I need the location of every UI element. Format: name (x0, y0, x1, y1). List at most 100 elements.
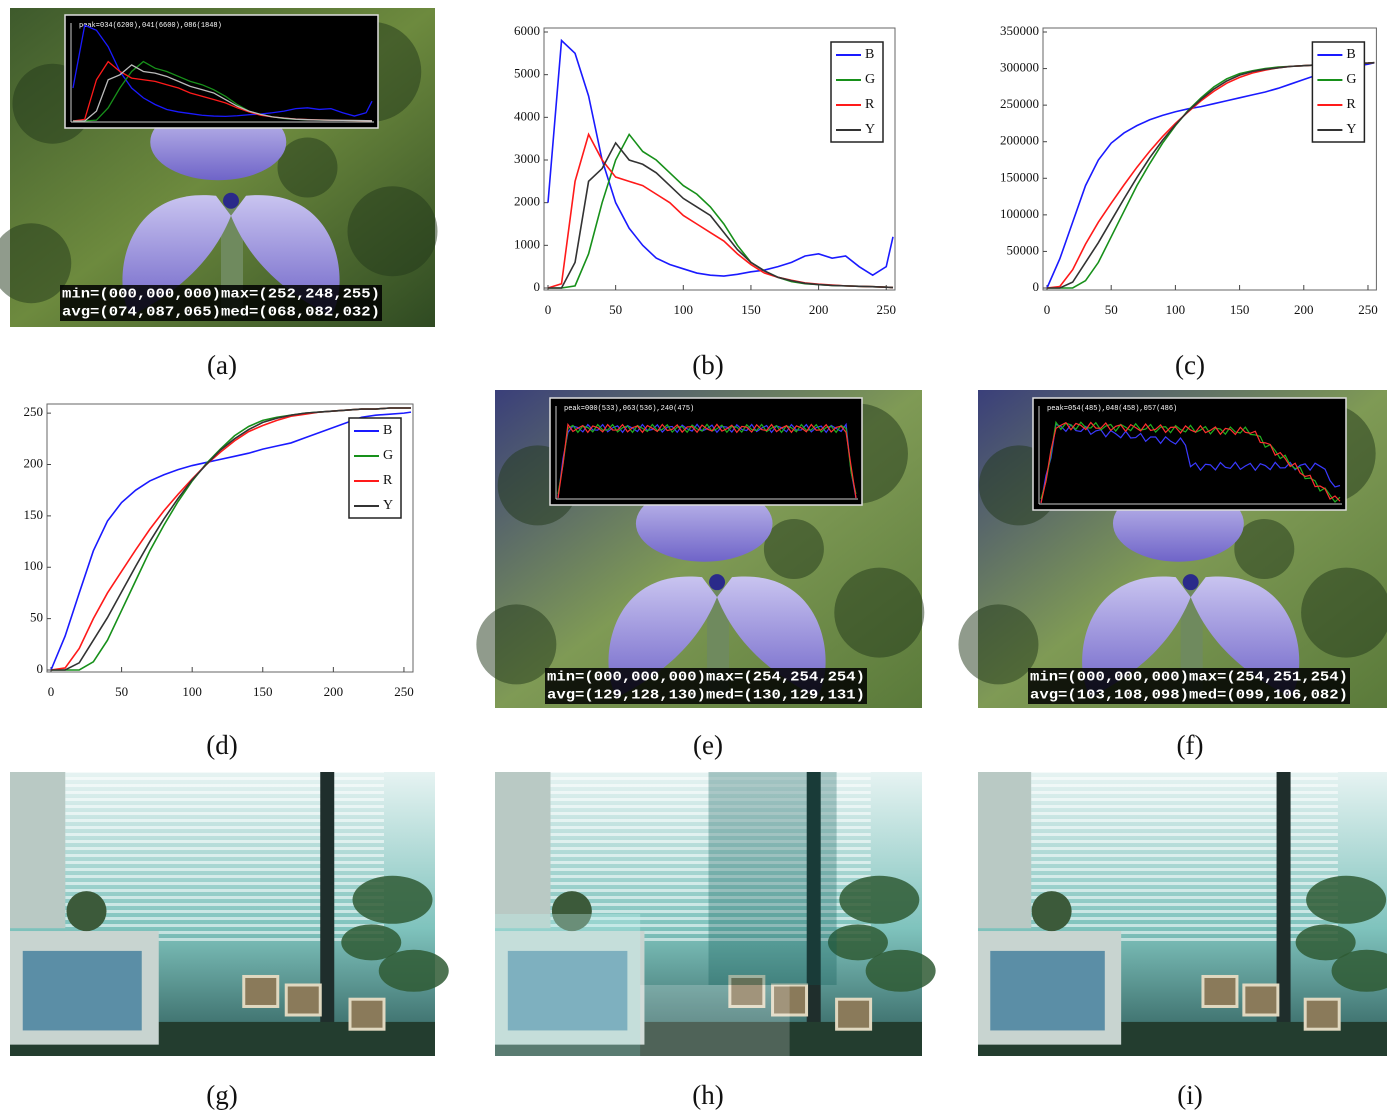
y-tick-label: 50000 (1007, 242, 1040, 257)
photo (978, 772, 1387, 1056)
overlay-peak: peak=054(485),048(458),057(486) (1047, 405, 1177, 413)
histogram-overlay (1032, 397, 1347, 511)
blinds (65, 772, 384, 943)
y-tick-label: 100 (24, 558, 44, 573)
foliage (1301, 567, 1387, 658)
y-tick-label: 100000 (1000, 206, 1039, 221)
overlay-decoration (1040, 421, 1341, 504)
foliage (1234, 519, 1295, 579)
legend-label: B (865, 47, 874, 62)
foliage (0, 223, 72, 304)
y-tick-label: 6000 (514, 23, 540, 38)
flower-center (223, 192, 239, 209)
x-tick-label: 0 (1044, 302, 1051, 317)
x-tick-label: 200 (324, 684, 344, 699)
series-line (51, 407, 411, 671)
x-tick-label: 250 (1358, 302, 1378, 317)
series-line (547, 38, 894, 277)
photo-frame (1303, 997, 1341, 1031)
overlay-decoration (1040, 420, 1341, 503)
overlay-min-max: min=(000,000,000)max=(252,248,255) (62, 287, 380, 303)
overlay-avg-med: avg=(103,108,098)med=(099,106,082) (1030, 688, 1348, 704)
x-tick-label: 150 (1230, 302, 1250, 317)
y-tick-label: 5000 (514, 66, 540, 81)
blinds (1031, 772, 1338, 943)
screen (22, 950, 142, 1031)
wall (10, 772, 66, 929)
photo-frame (284, 983, 322, 1017)
legend-label: G (1346, 72, 1356, 87)
y-tick-label: 0 (37, 661, 44, 676)
legend-label: B (383, 423, 392, 438)
photo-frame (771, 983, 809, 1017)
panel-caption: (i) (1177, 1080, 1202, 1110)
block-artifact (640, 985, 790, 1056)
overlay-histogram-line (73, 64, 373, 122)
head (551, 891, 592, 932)
wall (495, 772, 551, 929)
wall (978, 772, 1032, 929)
head (1031, 891, 1072, 932)
overlay-decoration (557, 423, 857, 495)
plant (1331, 949, 1387, 992)
y-tick-label: 250 (24, 404, 44, 419)
flower-center (709, 574, 726, 591)
plant (352, 875, 433, 924)
plant (839, 875, 920, 924)
overlay-min-max: min=(000,000,000)max=(254,254,254) (547, 670, 865, 686)
y-tick-label: 350000 (1000, 23, 1039, 38)
foliage (834, 567, 925, 658)
x-tick-label: 100 (182, 684, 202, 699)
legend-label: R (865, 97, 875, 112)
foliage (476, 604, 557, 685)
panel-caption: (a) (207, 350, 237, 380)
foliage (277, 137, 338, 198)
panel-caption: (d) (206, 730, 237, 760)
foliage (958, 604, 1039, 685)
x-tick-label: 200 (809, 302, 829, 317)
stats-box (1028, 668, 1350, 704)
petal (608, 576, 718, 698)
y-tick-label: 300000 (1000, 60, 1039, 75)
x-tick-label: 50 (1105, 302, 1118, 317)
photo-frame (242, 974, 280, 1008)
overlay-decoration (557, 422, 857, 499)
photo (10, 772, 449, 1056)
legend-label: R (1346, 97, 1356, 112)
panel-caption: (h) (692, 1080, 723, 1110)
y-tick-label: 50 (30, 610, 43, 625)
y-tick-label: 200 (24, 455, 44, 470)
histogram-overlay (549, 397, 863, 506)
stats-box (60, 285, 382, 321)
series-line (548, 141, 894, 289)
screen (507, 950, 628, 1031)
petal (1190, 576, 1300, 698)
x-tick-label: 0 (48, 684, 55, 699)
overlay-avg-med: avg=(074,087,065)med=(068,082,032) (62, 305, 380, 321)
stats-box (545, 668, 867, 704)
y-tick-label: 0 (534, 279, 541, 294)
y-tick-label: 0 (1033, 279, 1040, 294)
legend-box (348, 417, 402, 519)
legend-label: B (1346, 47, 1355, 62)
plant (378, 949, 449, 992)
y-tick-label: 4000 (514, 108, 540, 123)
photo-frame (728, 974, 766, 1008)
petal (717, 576, 826, 698)
head (66, 891, 107, 932)
legend-label: Y (383, 498, 393, 513)
legend-label: R (383, 473, 393, 488)
window-frame (1276, 772, 1291, 1056)
panel-caption: (g) (206, 1080, 237, 1110)
block-artifact (495, 914, 641, 1056)
x-tick-label: 100 (674, 302, 694, 317)
y-tick-label: 2000 (514, 194, 540, 209)
x-tick-label: 250 (876, 302, 896, 317)
legend-box (830, 41, 884, 143)
photo-frame (835, 997, 873, 1031)
x-tick-label: 250 (394, 684, 414, 699)
panel-caption: (b) (692, 350, 723, 380)
overlay-histogram-line (72, 24, 373, 118)
y-tick-label: 3000 (514, 151, 540, 166)
